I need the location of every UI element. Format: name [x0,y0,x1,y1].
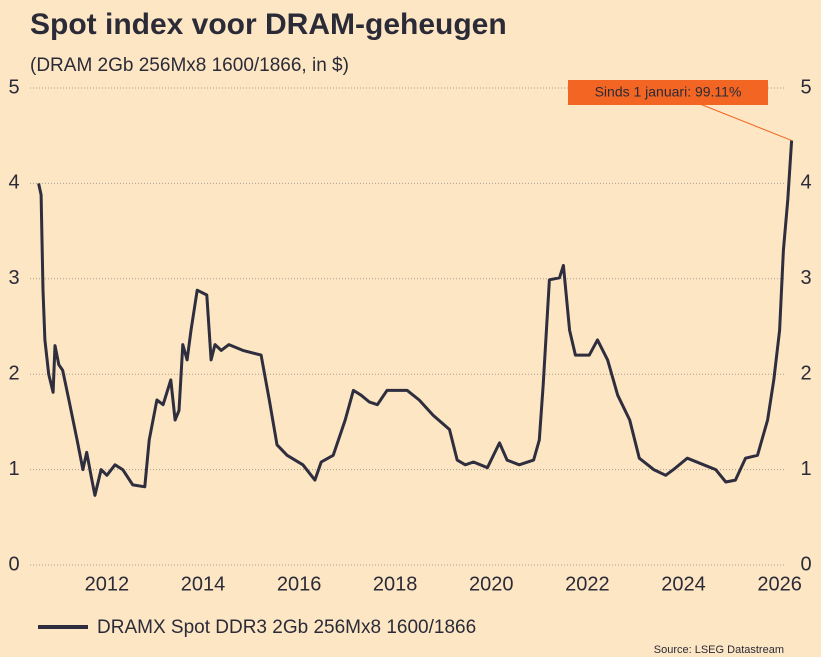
chart-subtitle: (DRAM 2Gb 256Mx8 1600/1866, in $) [30,55,349,76]
series-line [37,140,794,497]
y-tick-label-right: 4 [800,172,811,194]
y-tick-label-right: 2 [800,362,811,384]
y-tick-label-right: 0 [800,553,811,575]
y-tick-label: 4 [8,172,19,194]
y-tick-label-right: 1 [800,458,811,480]
source: Source: LSEG Datastream [654,644,784,656]
y-tick-label: 5 [8,76,19,98]
y-tick-label: 0 [8,553,19,575]
legend-label: DRAMX Spot DDR3 2Gb 256Mx8 1600/1866 [97,617,476,638]
annotation-leader [699,103,792,141]
y-tick-label: 2 [8,362,19,384]
y-tick-label: 3 [8,267,19,289]
y-tick-label: 1 [8,458,19,480]
y-tick-label-right: 3 [800,267,811,289]
x-tick-label: 2022 [565,573,610,595]
annotation-box [568,80,768,105]
x-tick-label: 2024 [661,573,706,595]
x-tick-label: 2018 [373,573,418,595]
annotation: Sinds 1 januari: 99.11% [595,84,742,100]
x-tick-label: 2020 [469,573,514,595]
chart-title: Spot index voor DRAM-geheugen [30,8,507,41]
x-tick-label: 2014 [181,573,226,595]
x-tick-label: 2026 [757,573,802,595]
x-tick-label: 2012 [85,573,130,595]
x-tick-label: 2016 [277,573,322,595]
y-tick-label-right: 5 [800,76,811,98]
